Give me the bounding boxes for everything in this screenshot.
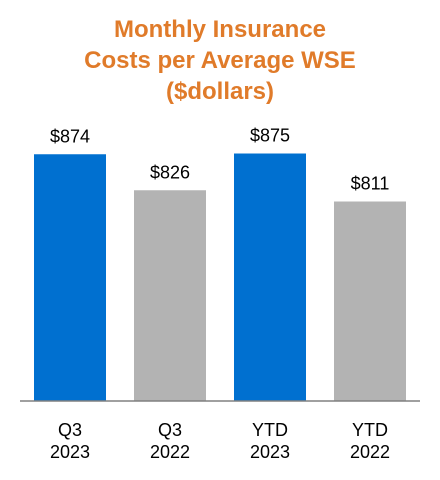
value-label-1: $874 — [50, 126, 90, 146]
bars-layer — [34, 153, 406, 401]
category-label-2-line-1: Q3 — [158, 420, 182, 440]
category-label-3-line-1: YTD — [252, 420, 288, 440]
category-label-1-line-2: 2023 — [50, 442, 90, 462]
labels-layer: $874Q32023$826Q32022$875YTD2023$811YTD20… — [50, 126, 390, 463]
chart-title-line-1: Monthly Insurance — [113, 16, 327, 43]
category-label-2-line-2: 2022 — [150, 442, 190, 462]
category-label-1-line-1: Q3 — [58, 420, 82, 440]
chart-title-line-2: Costs per Average WSE — [84, 47, 356, 74]
bar-4 — [334, 201, 406, 401]
bar-2 — [134, 190, 206, 401]
value-label-2: $826 — [150, 162, 190, 182]
bar-1 — [34, 154, 106, 401]
chart-title-line-3: ($dollars) — [165, 78, 275, 105]
value-label-4: $811 — [351, 174, 390, 194]
chart-title: Monthly Insurance Costs per Average WSE … — [0, 14, 440, 107]
category-label-4-line-2: 2022 — [350, 442, 390, 462]
category-label-3-line-2: 2023 — [250, 442, 290, 462]
value-label-3: $875 — [250, 126, 290, 146]
category-label-4-line-1: YTD — [352, 420, 388, 440]
bar-3 — [234, 153, 306, 401]
